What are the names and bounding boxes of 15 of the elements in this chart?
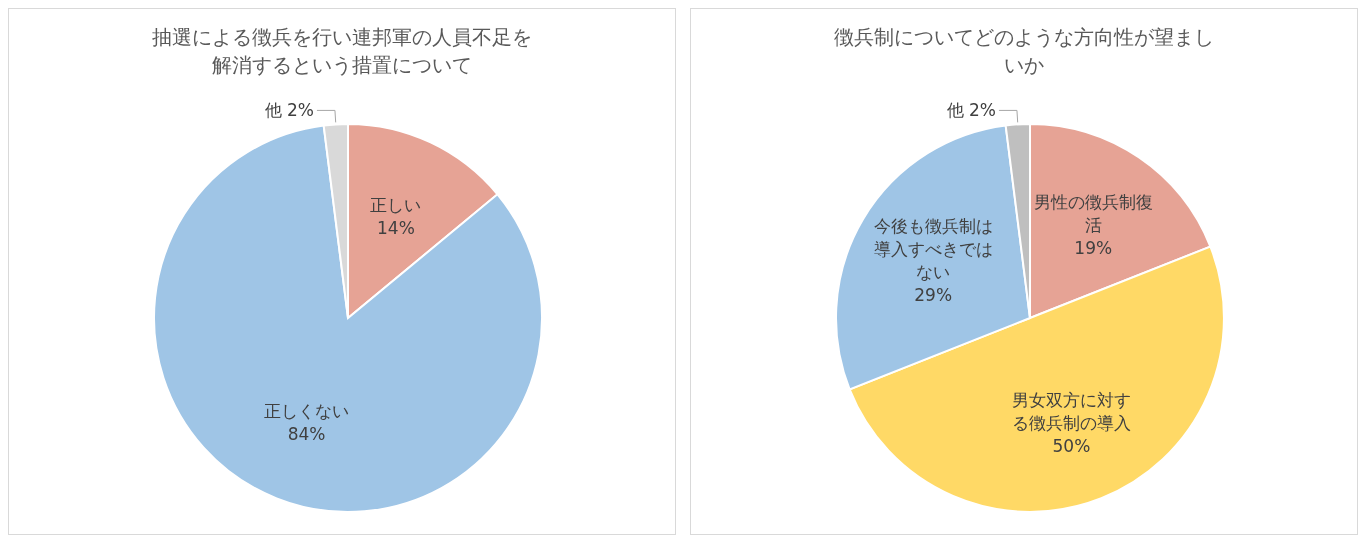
slice-label: 正しい (370, 194, 422, 215)
chart-title: 徴兵制についてどのような方向性が望ましいか (833, 24, 1215, 79)
data-label: 50% (1052, 435, 1091, 456)
slice-label: 他 2% (946, 100, 996, 121)
slice-label: 男女双方に対する徴兵制の導入 (1011, 389, 1131, 433)
data-label: 19% (1074, 237, 1113, 258)
chart-title: 抽選による徴兵を行い連邦軍の人員不足を解消するという措置について (151, 24, 533, 79)
data-label: 29% (914, 285, 953, 306)
slice-label: 男性の徴兵制復活 (1033, 191, 1153, 235)
data-label: 14% (377, 217, 415, 238)
slice-label: 今後も徴兵制は導入すべきではない (873, 216, 993, 283)
data-label: 84% (287, 424, 326, 445)
slice-label: 他 2% (264, 100, 314, 121)
slice-label: 正しくない (264, 401, 350, 422)
pie-slice (153, 124, 543, 513)
